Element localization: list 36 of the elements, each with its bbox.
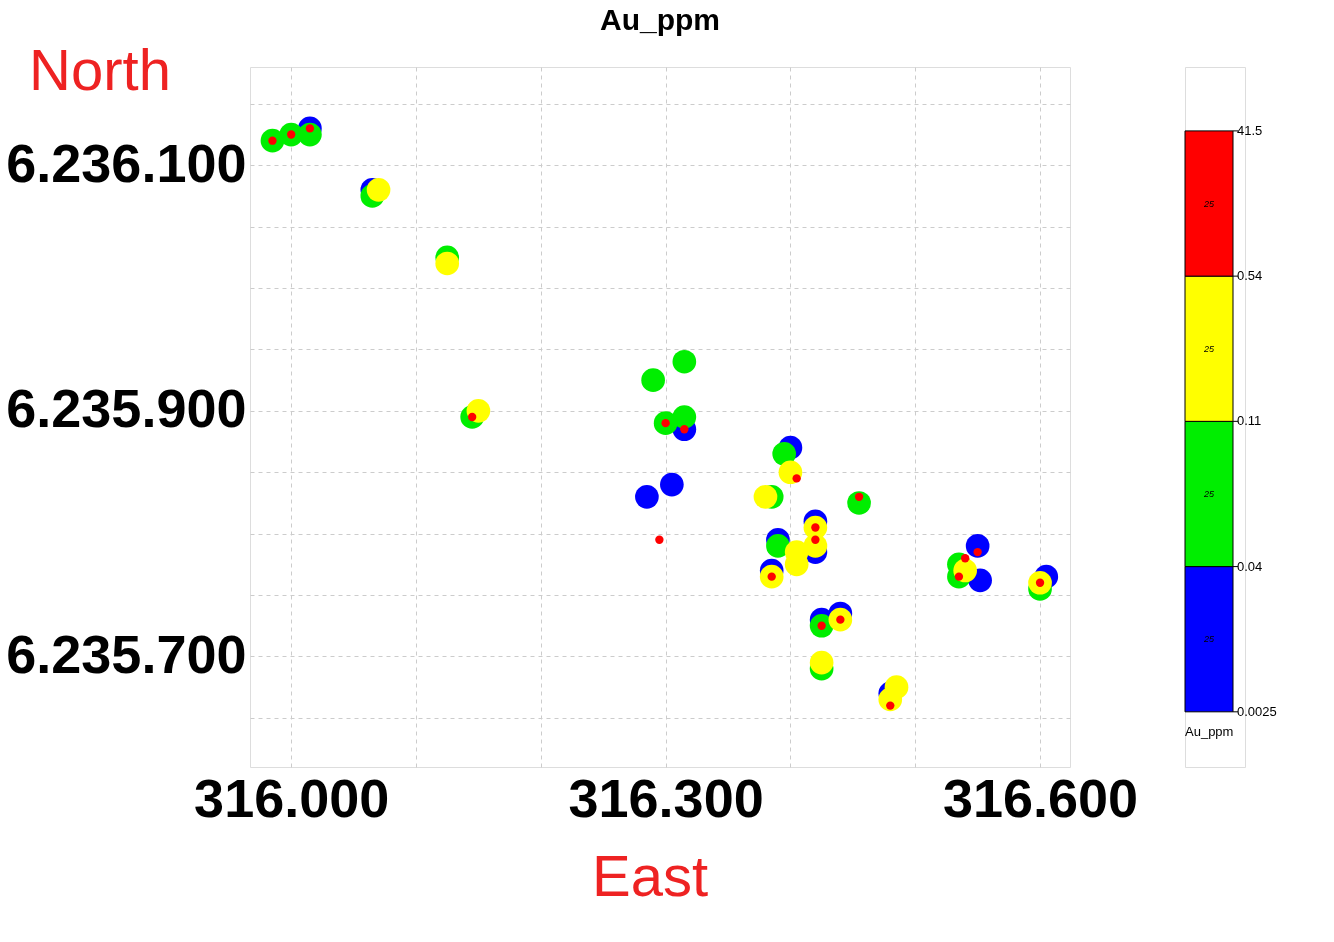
text: 0.04 xyxy=(1237,558,1263,574)
text: 0.11 xyxy=(1237,413,1262,429)
point xyxy=(753,485,778,509)
point xyxy=(660,472,684,497)
x-axis-title: East xyxy=(591,843,709,908)
text: 25 xyxy=(1202,634,1215,645)
point xyxy=(672,405,697,429)
color-bar-title: Au_ppm xyxy=(1185,724,1234,740)
point xyxy=(854,492,864,501)
point xyxy=(366,178,391,202)
point xyxy=(973,547,982,557)
x-tick-label: 316.600 xyxy=(942,767,1139,828)
point xyxy=(792,474,801,483)
text: 25 xyxy=(1202,198,1215,209)
y-axis-title: North xyxy=(29,37,171,102)
y-tick-label: 6.235.900 xyxy=(6,378,247,439)
point xyxy=(809,650,834,675)
point xyxy=(655,535,664,544)
x-tick-label: 316.300 xyxy=(568,767,764,828)
text: 0.54 xyxy=(1237,268,1263,284)
y-tick-label: 6.235.700 xyxy=(6,623,247,684)
point xyxy=(811,535,820,544)
point xyxy=(435,251,460,276)
x-tick-label: 316.000 xyxy=(194,767,390,828)
text: 25 xyxy=(1202,488,1215,499)
point xyxy=(766,534,790,558)
text: 25 xyxy=(1202,343,1215,354)
point xyxy=(772,442,797,466)
point xyxy=(672,349,697,374)
point xyxy=(641,368,665,392)
point xyxy=(960,554,970,563)
chart-title: Au_ppm xyxy=(600,3,720,36)
y-tick-label: 6.236.100 xyxy=(6,132,247,193)
point xyxy=(635,485,659,509)
text: 41.5 xyxy=(1237,122,1263,138)
text: 0.0025 xyxy=(1237,703,1277,719)
